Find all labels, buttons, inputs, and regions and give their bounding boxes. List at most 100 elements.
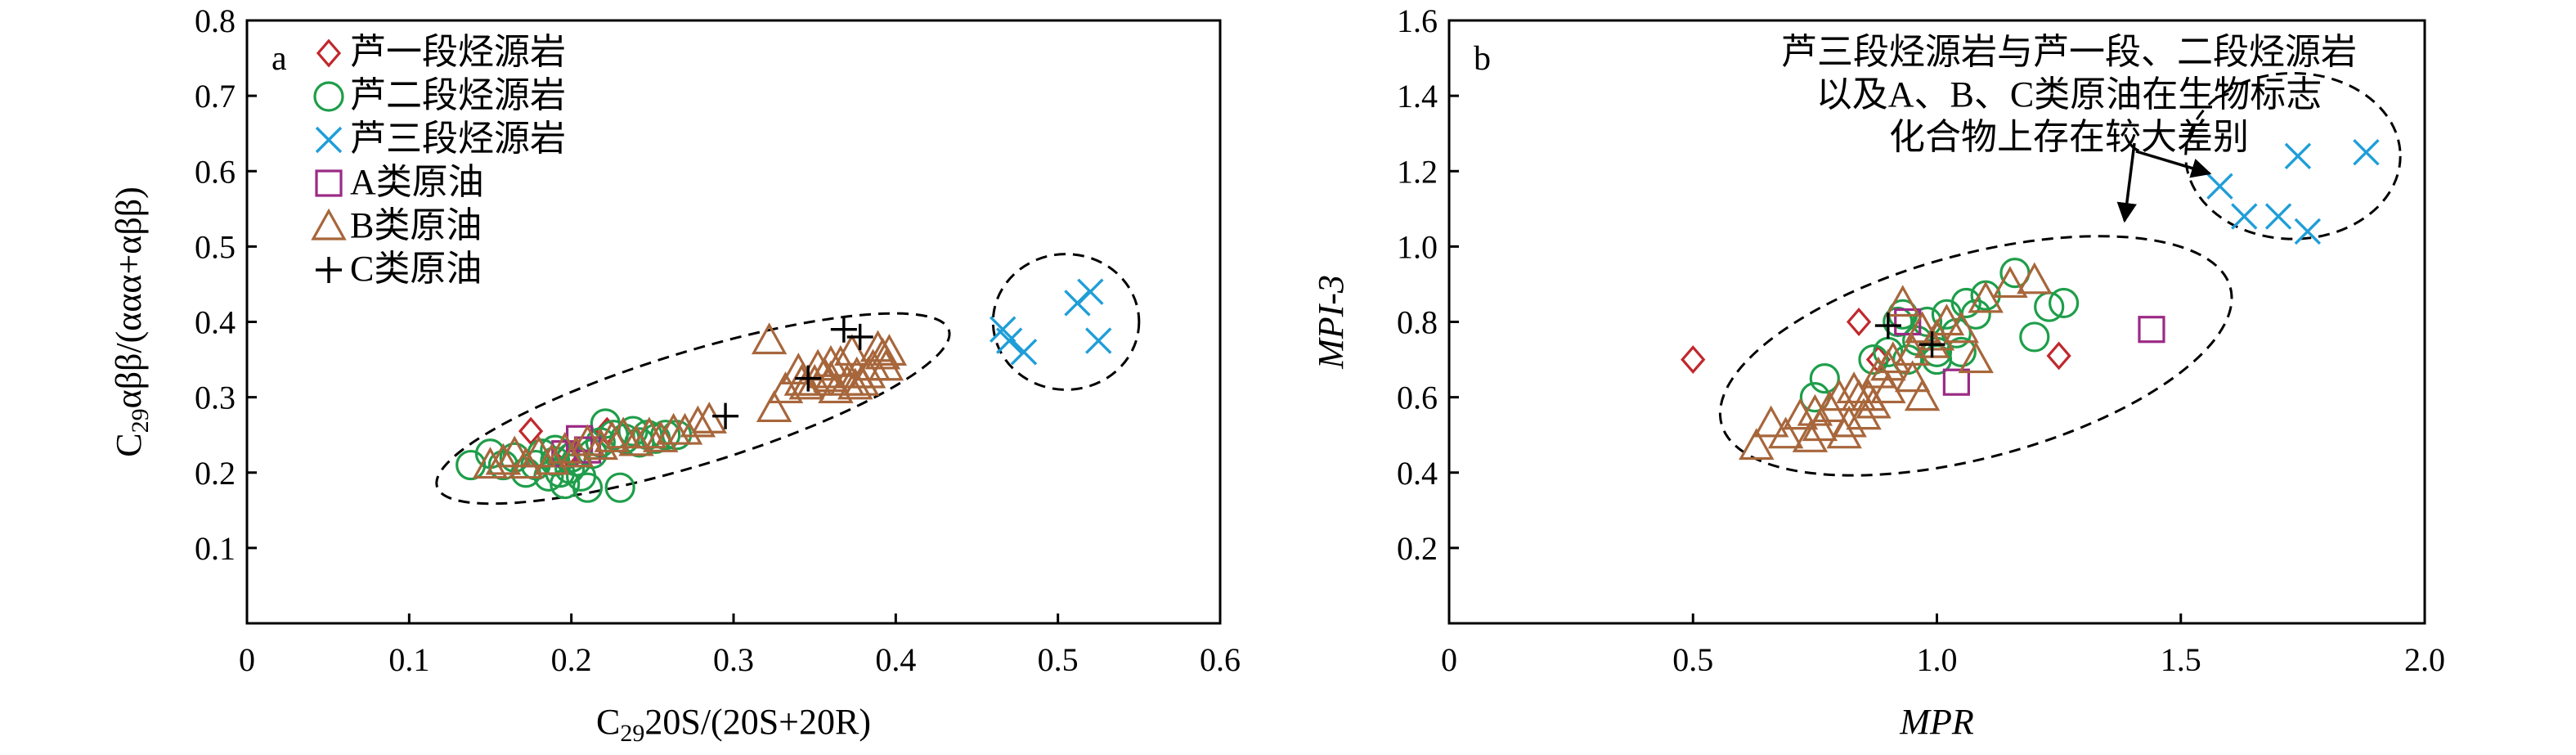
point-x <box>2284 142 2312 170</box>
point-triangle <box>864 337 901 370</box>
point-circle <box>2048 287 2080 319</box>
point-triangle <box>618 424 654 456</box>
point-triangle <box>631 416 667 449</box>
point-x <box>2294 218 2322 245</box>
point-plus <box>795 365 822 392</box>
annotation-arrow-right <box>2135 150 2212 178</box>
point-plus <box>1919 331 1945 358</box>
y-tick-label: 0.8 <box>195 2 236 39</box>
point-triangle <box>788 367 824 400</box>
legend-marker-plus <box>316 257 342 283</box>
point-circle <box>1809 362 1840 394</box>
x-tick-label: 0.4 <box>875 641 916 678</box>
y-tick-label: 1.0 <box>1397 228 1438 265</box>
point-triangle <box>1870 348 1906 381</box>
point-triangle <box>834 334 870 366</box>
point-triangle <box>547 431 583 464</box>
panel-letter: a <box>272 40 287 78</box>
point-triangle <box>472 447 509 479</box>
point-circle <box>1883 306 1914 338</box>
panel-b: 0 0.5 1.0 1.5 2.0 0.2 0.4 0.6 0.8 1.0 1.2 1.4 1.6 MPR… <box>1311 2 2445 742</box>
y-tick-label: 0.4 <box>195 304 236 341</box>
point-triangle <box>837 367 873 400</box>
point-triangle <box>521 435 557 468</box>
point-plus <box>830 316 857 343</box>
point-triangle <box>1856 386 1892 419</box>
legend-marker-diamond <box>316 38 342 68</box>
x-tick-label: 1.0 <box>1917 641 1958 678</box>
y-axis-label: MPI-3 <box>1311 275 1351 370</box>
y-tick-label: 1.2 <box>1397 153 1438 190</box>
y-tick-label: 0.5 <box>195 228 236 265</box>
point-diamond <box>1846 308 1872 336</box>
point-square <box>1942 368 1970 396</box>
point-triangle <box>1870 371 1906 404</box>
point-triangle <box>1846 398 1882 430</box>
point-x <box>1077 278 1104 305</box>
x-axis-label: MPR <box>1899 702 1974 742</box>
y-tick-label: 0.8 <box>1397 304 1438 341</box>
panel-letter: b <box>1474 40 1491 78</box>
point-x <box>2206 173 2233 200</box>
point-circle <box>604 472 635 503</box>
point-triangle <box>496 435 532 468</box>
x-tick-label: 1.5 <box>2161 641 2201 678</box>
point-triangle <box>1992 266 2028 299</box>
series-square <box>1894 308 2165 396</box>
annotation-arrow-down <box>2116 142 2137 223</box>
series-triangle <box>1739 262 2053 461</box>
x-tick-label: 0.5 <box>1672 641 1713 678</box>
point-x <box>995 327 1023 354</box>
point-circle <box>1858 344 1889 375</box>
point-triangle <box>1797 393 1833 426</box>
y-tick-label: 0.1 <box>195 530 236 567</box>
point-plus <box>846 323 873 350</box>
point-triangle <box>871 334 908 366</box>
point-triangle <box>594 420 630 452</box>
y-tick-label: 0.6 <box>195 153 236 190</box>
point-triangle <box>666 412 703 445</box>
grouping-ellipse <box>435 312 951 506</box>
point-circle <box>572 472 604 503</box>
y-tick-label: 0.4 <box>1397 455 1438 492</box>
grouping-ellipse <box>2184 71 2402 240</box>
y-tick-label: 0.6 <box>1397 380 1438 416</box>
point-triangle <box>751 322 788 355</box>
point-square <box>1894 308 1922 336</box>
legend-label: B类原油 <box>350 205 482 245</box>
annotation-line: 芦三段烃源岩与芦一段、二段烃源岩 <box>1781 32 2357 72</box>
y-axis-label: C29αββ/(ααα+αββ) <box>109 187 154 457</box>
x-axis-label-subscript: 29 <box>620 720 644 747</box>
point-triangle <box>1904 379 1941 411</box>
y-axis-label-subscript: 29 <box>127 408 154 433</box>
point-triangle <box>1904 311 1941 344</box>
x-tick-label: 0.1 <box>388 641 429 678</box>
point-triangle <box>1739 428 1775 461</box>
legend-label: A类原油 <box>350 162 484 202</box>
x-tick-label: 0.3 <box>713 641 754 678</box>
point-plus <box>1874 312 1901 339</box>
point-triangle <box>2017 262 2053 294</box>
point-diamond <box>2046 341 2071 371</box>
point-circle <box>1945 336 1977 367</box>
point-triangle <box>1767 416 1804 449</box>
point-triangle <box>1782 398 1819 430</box>
point-triangle <box>1919 318 1955 351</box>
point-circle <box>2019 321 2050 353</box>
point-triangle <box>1821 379 1857 411</box>
point-triangle <box>643 420 679 452</box>
point-square <box>2138 316 2165 344</box>
grouping-ellipse <box>991 253 1141 391</box>
grouping-ellipse <box>1718 235 2233 477</box>
point-triangle <box>1792 420 1829 452</box>
legend-marker-x <box>315 126 343 154</box>
point-diamond <box>1681 345 1706 375</box>
annotation-line: 化合物上存在较大差别 <box>1889 117 2249 157</box>
y-axis-label-rest: αββ/(ααα+αββ) <box>109 187 149 408</box>
point-circle <box>1950 287 1981 319</box>
point-triangle <box>813 344 849 377</box>
point-triangle <box>756 390 792 423</box>
panel-a: 0 0.1 0.2 0.3 0.4 0.5 0.6 0.1 0.2 0.3 0.4 0.5 0.6 0.7… <box>109 2 1241 747</box>
legend-marker-circle <box>313 81 344 112</box>
